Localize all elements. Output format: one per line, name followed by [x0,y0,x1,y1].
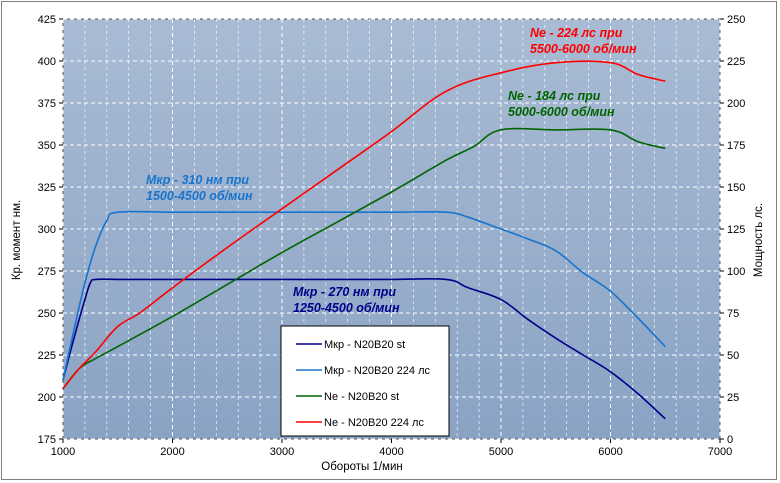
y-left-tick-label: 350 [38,140,56,152]
annotation-darkblue: Мкр - 270 нм при [293,285,396,299]
y-right-tick-label: 175 [727,140,745,152]
y-axis-title-left: Кр. момент нм. [11,200,23,280]
y-right-tick-label: 100 [727,266,745,278]
y-right-tick-label: 75 [727,308,739,320]
annotation-lightblue: 1500-4500 об/мин [146,189,253,203]
x-tick-label: 4000 [379,446,403,458]
y-right-tick-label: 150 [727,182,745,194]
annotation-red: Ne - 224 лс при [530,26,623,40]
y-right-tick-label: 50 [727,350,739,362]
y-left-tick-label: 250 [38,308,56,320]
y-left-tick-label: 375 [38,98,56,110]
x-tick-label: 5000 [489,446,513,458]
x-tick-label: 2000 [160,446,184,458]
y-right-tick-label: 25 [727,392,739,404]
y-right-tick-label: 125 [727,224,745,236]
y-axis-title-right: Мощность лс. [753,203,765,277]
y-right-tick-label: 0 [727,434,733,446]
annotation-red: 5500-6000 об/мин [530,42,637,56]
legend-label-1: Мкр - N20B20 st [324,339,405,351]
tick-labels: 1000 2000 3000 4000 5000 6000 7000175200225250… [38,14,746,458]
x-tick-label: 1000 [51,446,75,458]
grid-lines [62,18,721,440]
legend-label-2: Мкр - N20B20 224 лс [324,365,431,377]
y-left-tick-label: 275 [38,266,56,278]
series-line-2 [62,210,666,381]
y-left-tick-label: 225 [38,350,56,362]
legend-label-3: Ne - N20B20 st [324,391,399,403]
annotations: Ne - 224 лс при 5500-6000 об/мин Ne - 184 … [146,26,637,315]
y-left-tick-label: 200 [38,392,56,404]
y-left-tick-label: 425 [38,14,56,26]
y-left-tick-label: 300 [38,224,56,236]
y-right-tick-label: 225 [727,56,745,68]
x-tick-label: 6000 [598,446,622,458]
y-right-tick-label: 200 [727,98,745,110]
series-line-4 [62,60,666,390]
y-right-tick-label: 250 [727,14,745,26]
y-left-tick-label: 325 [38,182,56,194]
legend-label-4: Ne - N20B20 224 лс [324,417,424,429]
series-line-3 [62,127,666,390]
series-lines [62,60,666,420]
x-tick-label: 7000 [708,446,732,458]
annotation-darkblue: 1250-4500 об/мин [293,301,400,315]
series-line-1 [62,277,666,420]
y-left-tick-label: 400 [38,56,56,68]
annotation-green: Ne - 184 лс при [508,89,601,103]
x-axis-title: Обороты 1/мин [321,461,402,473]
annotation-green: 5000-6000 об/мин [508,105,615,119]
y-left-tick-label: 175 [38,434,56,446]
x-tick-label: 3000 [270,446,294,458]
annotation-lightblue: Мкр - 310 нм при [146,173,249,187]
legend: Мкр - N20B20 st Мкр - N20B20 224 лс Ne - N… [280,325,450,437]
